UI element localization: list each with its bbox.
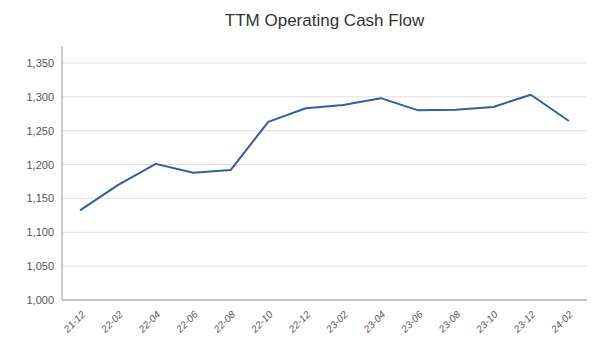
x-tick-label: 22-04 xyxy=(136,308,163,335)
x-tick-label: 22-12 xyxy=(286,308,313,335)
chart-svg: TTM Operating Cash Flow1,0001,0501,1001,… xyxy=(0,0,605,362)
x-tick-labels: 21-12 22-02 22-04 22-06 22-08 22-10 22-12 23-02… xyxy=(61,308,575,335)
x-tick-label: 21-12 xyxy=(61,308,88,335)
x-axis-line xyxy=(62,300,587,301)
y-tick-label: 1,150 xyxy=(26,192,54,204)
chart-title: TTM Operating Cash Flow xyxy=(225,11,425,30)
y-tick-label: 1,350 xyxy=(26,57,54,69)
grid-line xyxy=(62,96,587,97)
marks xyxy=(81,95,569,210)
line-series xyxy=(81,95,569,210)
grid-line xyxy=(62,198,587,199)
x-tick-label: 22-10 xyxy=(248,308,275,335)
grid-line xyxy=(62,130,587,131)
y-tick-label: 1,200 xyxy=(26,159,54,171)
y-axis-line xyxy=(62,46,63,300)
x-tick-label: 23-08 xyxy=(436,308,463,335)
chart-container: TTM Operating Cash Flow1,0001,0501,1001,… xyxy=(0,0,605,362)
y-tick-label: 1,000 xyxy=(26,294,54,306)
x-tick-label: 22-06 xyxy=(173,308,200,335)
x-tick-label: 23-06 xyxy=(398,308,425,335)
x-tick-label: 22-08 xyxy=(211,308,238,335)
grid-line xyxy=(62,266,587,267)
x-tick-label: 22-02 xyxy=(98,308,125,335)
y-grid xyxy=(62,63,587,300)
grid-line xyxy=(62,62,587,63)
x-tick-label: 23-12 xyxy=(511,308,538,335)
y-tick-labels: 1,000 1,050 1,100 1,150 1,200 1,250 1,300 1,350 xyxy=(26,57,54,306)
grid-line xyxy=(62,164,587,165)
y-tick-label: 1,050 xyxy=(26,260,54,272)
grid-line xyxy=(62,300,587,301)
y-tick-label: 1,250 xyxy=(26,125,54,137)
x-tick-label: 23-02 xyxy=(323,308,350,335)
x-tick-label: 23-04 xyxy=(361,308,388,335)
y-tick-label: 1,100 xyxy=(26,226,54,238)
x-tick-label: 24-02 xyxy=(548,308,575,335)
grid-line xyxy=(62,232,587,233)
y-tick-label: 1,300 xyxy=(26,91,54,103)
x-tick-label: 23-10 xyxy=(473,308,500,335)
